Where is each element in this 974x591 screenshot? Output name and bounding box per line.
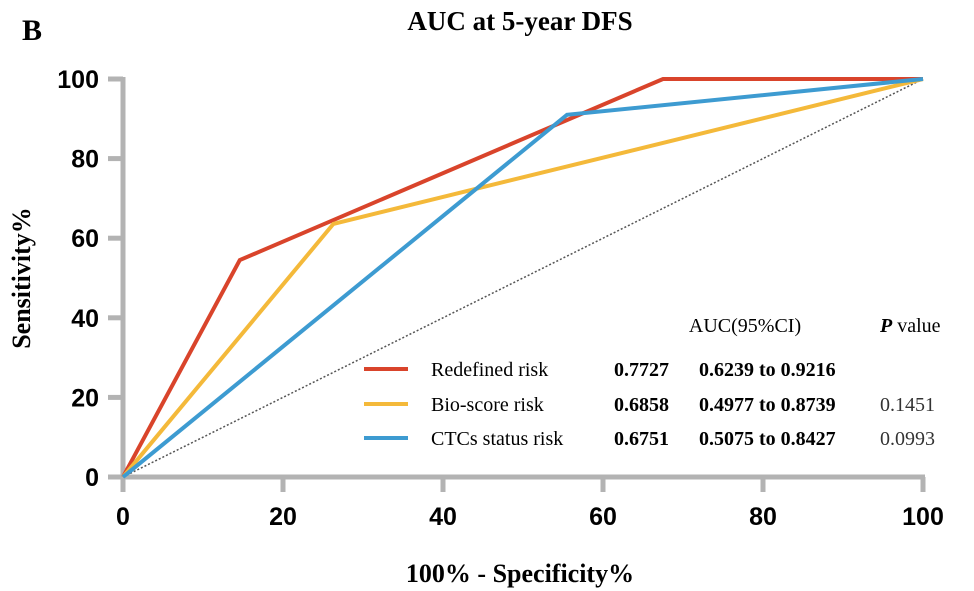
auc-value: 0.7727 xyxy=(614,359,669,381)
p-value: 0.0993 xyxy=(880,428,935,450)
x-tick-label: 100 xyxy=(902,503,944,531)
x-tick-label: 60 xyxy=(589,503,617,531)
x-tick-label: 80 xyxy=(749,503,777,531)
x-tick-label: 40 xyxy=(429,503,457,531)
y-tick-label: 20 xyxy=(71,384,99,412)
x-axis-label: 100% - Specificity% xyxy=(406,559,634,588)
legend-label: CTCs status risk xyxy=(431,428,563,450)
y-tick-label: 80 xyxy=(71,146,99,174)
panel-label: B xyxy=(22,14,42,47)
legend-label: Bio-score risk xyxy=(431,394,544,416)
y-tick-label: 40 xyxy=(71,305,99,333)
x-tick-label: 20 xyxy=(269,503,297,531)
table-header-auc: AUC(95%CI) xyxy=(689,315,801,337)
roc-line-bio-score-risk xyxy=(121,77,924,479)
ci-value: 0.6239 to 0.9216 xyxy=(699,359,836,381)
y-tick-label: 100 xyxy=(57,66,99,94)
y-axis-label: Sensitivity% xyxy=(7,207,36,349)
p-italic: P xyxy=(879,315,893,337)
ci-value: 0.4977 to 0.8739 xyxy=(699,394,836,416)
roc-line-ctcs-status-risk xyxy=(121,77,924,479)
ci-value: 0.5075 to 0.8427 xyxy=(699,428,836,450)
p-value: 0.1451 xyxy=(880,394,935,416)
legend-label: Redefined risk xyxy=(431,359,548,381)
chart-title: AUC at 5-year DFS xyxy=(407,6,632,36)
auc-value: 0.6751 xyxy=(614,428,669,450)
auc-value: 0.6858 xyxy=(614,394,669,416)
y-tick-label: 0 xyxy=(85,464,99,492)
x-tick-label: 0 xyxy=(116,503,130,531)
table-header-p: P value xyxy=(879,315,941,337)
roc-line-redefined-risk xyxy=(121,77,923,478)
y-tick-label: 60 xyxy=(71,225,99,253)
reference-diagonal xyxy=(122,78,924,478)
p-rest: value xyxy=(892,315,940,337)
